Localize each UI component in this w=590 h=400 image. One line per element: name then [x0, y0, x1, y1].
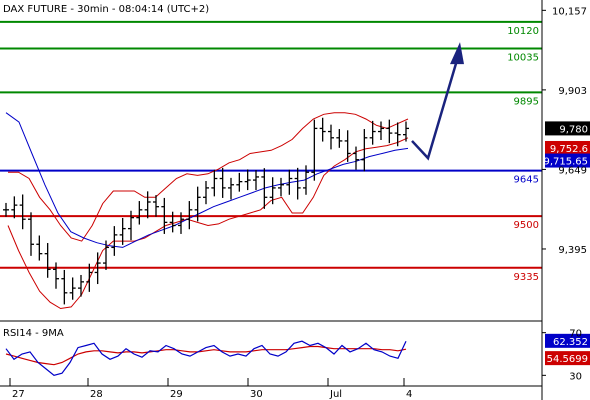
- rsi-header: RSI14 - 9MA: [3, 328, 64, 339]
- price-y-tick-label: 9,649: [558, 165, 587, 176]
- level-label-9895: 9895: [514, 96, 539, 107]
- rsi-badge-label: 54.5699: [547, 354, 588, 365]
- rsi-y-tick-label: 70: [569, 329, 582, 340]
- rsi-badge-rsi: [545, 333, 590, 348]
- level-label-9335: 9335: [514, 272, 539, 283]
- forecast-arrow-line: [411, 59, 459, 161]
- price-badge-label: 9,780: [559, 124, 588, 135]
- price-badge-label: 9,715.65: [543, 157, 588, 168]
- price-badge-band: [545, 140, 590, 155]
- price-y-tick-label: 9,395: [558, 245, 587, 256]
- chart-header: DAX FUTURE - 30min - 08:04:14 (UTC+2): [3, 4, 209, 15]
- x-tick-label: 30: [250, 389, 263, 400]
- price-y-tick-label: 10,157: [552, 6, 587, 17]
- rsi-line: [5, 340, 407, 376]
- price-y-tick-label: 9,903: [558, 86, 587, 97]
- x-tick-label: 29: [170, 389, 183, 400]
- price-panel: 10120 10035 9895 9645 9500 9335 9,780 9,752.6 9,…: [0, 20, 590, 310]
- level-label-9500: 9500: [514, 220, 539, 231]
- rsi-badge-rsi_ma: [545, 351, 590, 366]
- x-tick-label: 4: [406, 389, 412, 400]
- level-label-10035: 10035: [507, 53, 539, 64]
- price-badge-label: 9,752.6: [550, 144, 588, 155]
- rsi-y-tick-label: 30: [569, 371, 582, 382]
- moving-average-line: [5, 112, 409, 248]
- x-tick-label: Jul: [329, 389, 342, 400]
- upper-bollinger-band: [8, 112, 409, 242]
- rsi-panel: 62.352 54.5699: [5, 333, 590, 376]
- level-label-9645: 9645: [514, 175, 539, 186]
- price-badge-last: [545, 121, 590, 136]
- rsi-badge-label: 62.352: [553, 337, 588, 348]
- x-tick-label: 27: [12, 389, 25, 400]
- x-tick-label: 28: [90, 389, 103, 400]
- price-badge-ma: [545, 153, 590, 168]
- level-label-10120: 10120: [507, 26, 539, 37]
- lower-bollinger-band: [7, 137, 409, 310]
- forecast-arrow-head: [450, 42, 464, 65]
